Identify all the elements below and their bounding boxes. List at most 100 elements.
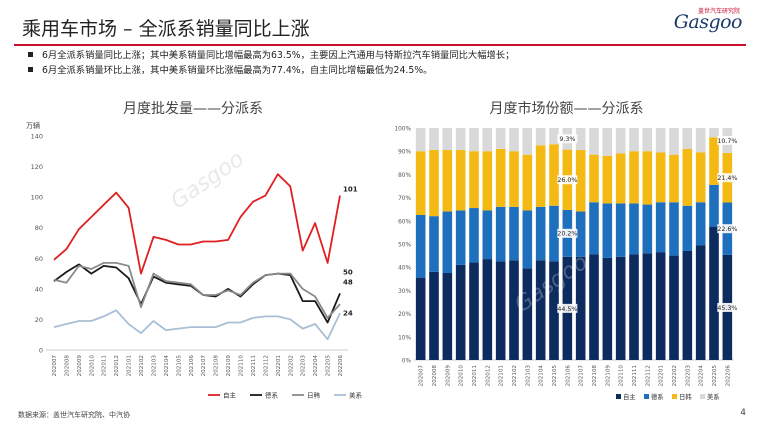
- watermark-text: Gasgoo: [166, 147, 248, 215]
- end-value-label: 50: [343, 269, 353, 277]
- bar-segment-自主: [522, 268, 533, 360]
- bar-segment-自主: [602, 257, 613, 360]
- data-label: 45.3%: [717, 305, 737, 312]
- data-label-box: [557, 303, 578, 313]
- summary-bullets: 6月全派系销量同比上涨；其中美系销量同比增幅最高为63.5%，主要因上汽通用与特…: [28, 48, 514, 78]
- series-line-日韩: [53, 262, 341, 319]
- data-label-box: [717, 135, 738, 145]
- page-number: 4: [740, 408, 746, 418]
- bar-chart-title: 月度市场份额——分派系: [489, 101, 644, 117]
- x-tick-label: 202108: [592, 365, 598, 387]
- x-tick-label: 202204: [313, 355, 319, 377]
- bar-segment-美系: [522, 128, 533, 155]
- bar-segment-美系: [615, 128, 626, 154]
- x-tick-label: 202202: [672, 365, 678, 386]
- bar-segment-德系: [602, 203, 613, 258]
- data-label: 10.7%: [717, 138, 737, 145]
- y-tick-label: 20%: [398, 312, 411, 318]
- x-tick-label: 202111: [251, 355, 257, 377]
- bar-segment-美系: [442, 128, 453, 151]
- y-tick-label: 140: [31, 133, 43, 141]
- bar-segment-美系: [669, 128, 679, 155]
- bullet-square-icon: [28, 52, 33, 57]
- x-tick-label: 202108: [214, 355, 220, 377]
- x-tick-label: 202105: [176, 355, 182, 377]
- bar-segment-德系: [455, 210, 466, 265]
- x-tick-label: 202205: [326, 355, 332, 377]
- data-label: 22.6%: [717, 226, 737, 233]
- bar-segment-德系: [669, 202, 679, 256]
- y-tick-label: 20: [35, 316, 43, 324]
- series-line-美系: [53, 309, 341, 341]
- data-label: 9.3%: [559, 136, 575, 143]
- bar-segment-美系: [629, 128, 639, 152]
- data-label-box: [557, 228, 578, 238]
- y-tick-label: 120: [31, 163, 43, 171]
- legend-swatch: [616, 394, 621, 399]
- bar-segment-德系: [509, 206, 519, 261]
- bar-segment-日韩: [695, 152, 706, 203]
- bar-segment-美系: [429, 128, 439, 151]
- x-tick-label: 202109: [226, 355, 232, 377]
- legend-label: 德系: [651, 392, 664, 401]
- end-value-label: 48: [343, 279, 353, 287]
- bar-segment-德系: [415, 215, 426, 278]
- bar-segment-美系: [549, 128, 559, 145]
- x-tick-label: 202106: [565, 365, 571, 387]
- legend-label: 自主: [223, 391, 237, 400]
- bar-segment-美系: [509, 128, 519, 152]
- y-tick-label: 40%: [398, 266, 411, 272]
- y-tick-label: 30%: [398, 289, 411, 295]
- bar-segment-德系: [495, 206, 506, 262]
- bar-segment-自主: [642, 253, 653, 360]
- bar-segment-日韩: [535, 145, 546, 207]
- bar-segment-美系: [709, 128, 719, 138]
- x-tick-label: 202009: [77, 355, 83, 377]
- bar-segment-自主: [509, 260, 519, 360]
- bar-segment-德系: [575, 211, 586, 257]
- y-tick-label: 90%: [398, 150, 411, 156]
- bar-segment-日韩: [469, 151, 479, 209]
- bar-segment-自主: [429, 271, 439, 360]
- x-tick-label: 202107: [201, 355, 207, 377]
- bar-chart: 0% 10% 20% 30% 40% 50% 60% 70% 80% 90% 100% 202007 2…: [394, 127, 738, 402]
- bar-segment-日韩: [429, 150, 439, 217]
- bar-segment-德系: [615, 203, 626, 257]
- bar-segment-日韩: [669, 154, 679, 203]
- data-label: 21.4%: [717, 175, 737, 182]
- bar-segment-自主: [669, 255, 679, 360]
- data-label-box: [557, 175, 578, 185]
- x-tick-label: 202110: [619, 365, 625, 387]
- legend-label: 德系: [265, 391, 279, 400]
- legend-label: 自主: [623, 392, 636, 401]
- data-label: 26.0%: [557, 177, 577, 184]
- bar-segment-美系: [695, 128, 706, 153]
- bullet-item: 6月全派系销量同比上涨；其中美系销量同比增幅最高为63.5%，主要因上汽通用与特…: [28, 48, 514, 63]
- data-label-box: [717, 224, 738, 234]
- bar-segment-日韩: [682, 148, 693, 206]
- bar-segment-德系: [522, 210, 533, 269]
- bar-segment-德系: [709, 184, 719, 227]
- bar-segment-德系: [642, 204, 653, 254]
- x-tick-label: 202206: [338, 355, 344, 377]
- bar-segment-自主: [415, 277, 426, 360]
- bar-segment-美系: [495, 128, 506, 149]
- title-rule: [14, 44, 746, 46]
- bar-segment-日韩: [655, 152, 666, 203]
- bar-segment-日韩: [415, 151, 426, 215]
- x-tick-label: 202010: [89, 355, 95, 377]
- bar-segment-自主: [495, 261, 506, 360]
- x-tick-label: 202012: [114, 355, 120, 376]
- bar-segment-自主: [575, 256, 586, 360]
- bar-segment-美系: [589, 128, 599, 155]
- bar-segment-自主: [629, 254, 639, 360]
- bar-segment-美系: [575, 128, 586, 151]
- x-tick-label: 202202: [288, 355, 294, 376]
- y-tick-label: 0%: [402, 359, 412, 365]
- bar-segment-日韩: [642, 151, 653, 205]
- x-tick-label: 202009: [445, 365, 451, 387]
- data-label: 44.5%: [557, 306, 577, 313]
- data-source: 数据来源：盖世汽车研究院、中汽协: [18, 411, 130, 419]
- bar-segment-德系: [682, 205, 693, 251]
- x-tick-label: 202109: [605, 365, 611, 387]
